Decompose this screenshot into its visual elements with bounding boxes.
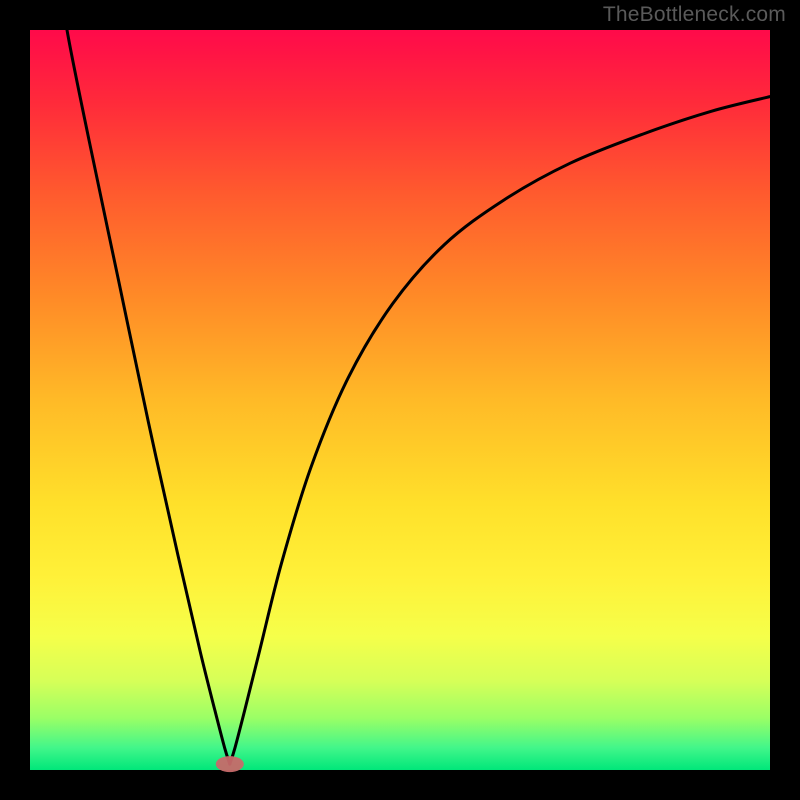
chart-background [30, 30, 770, 770]
chart-svg [0, 0, 800, 800]
chart-root: TheBottleneck.com [0, 0, 800, 800]
watermark-text: TheBottleneck.com [603, 3, 786, 27]
vertex-marker [216, 756, 244, 772]
